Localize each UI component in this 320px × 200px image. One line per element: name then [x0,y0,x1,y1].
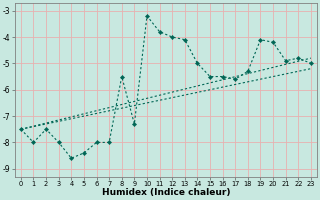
X-axis label: Humidex (Indice chaleur): Humidex (Indice chaleur) [102,188,230,197]
